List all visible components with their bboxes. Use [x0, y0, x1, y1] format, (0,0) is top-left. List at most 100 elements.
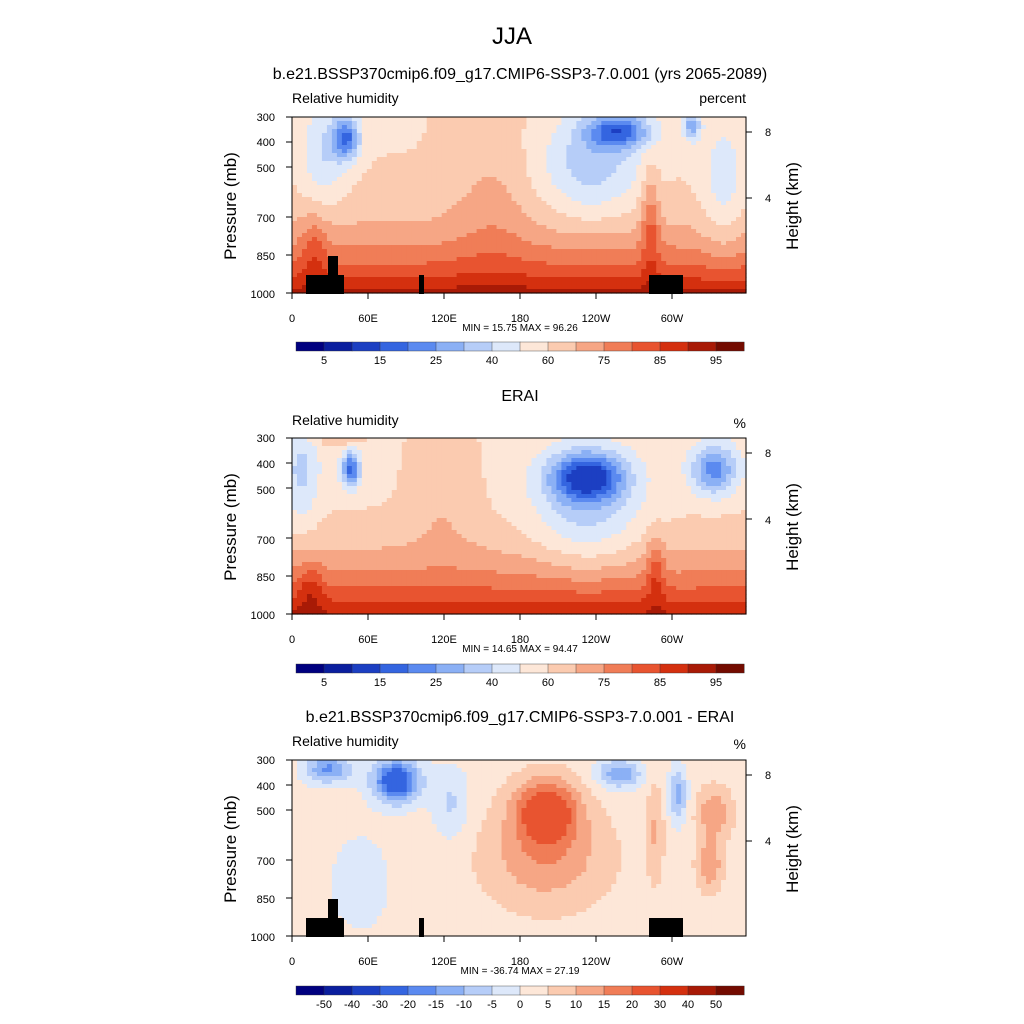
heatmap-cell: [706, 265, 712, 270]
heatmap-cell: [506, 454, 513, 459]
heatmap-cell: [376, 157, 383, 162]
heatmap-cell: [356, 281, 363, 286]
y-tick-label-right: 4: [765, 193, 771, 205]
heatmap-cell: [441, 241, 448, 246]
heatmap-cell: [461, 141, 468, 146]
heatmap-cell: [536, 213, 543, 218]
heatmap-cell: [606, 285, 612, 290]
heatmap-cell: [516, 153, 523, 158]
heatmap-cell: [701, 458, 707, 463]
heatmap-cell: [326, 253, 333, 258]
heatmap-cell: [621, 289, 627, 294]
heatmap-cell: [576, 117, 582, 122]
heatmap-cell: [586, 209, 592, 214]
heatmap-cell: [511, 285, 518, 290]
heatmap-cell: [301, 277, 308, 282]
heatmap-cell: [406, 149, 413, 154]
heatmap-cell: [476, 281, 483, 286]
heatmap-cell: [596, 446, 602, 451]
heatmap-cell: [396, 257, 403, 262]
heatmap-cell: [521, 225, 528, 230]
heatmap-cell: [621, 201, 627, 206]
heatmap-cell: [496, 269, 503, 274]
heatmap-cell: [491, 442, 498, 447]
heatmap-cell: [681, 129, 687, 134]
heatmap-cell: [356, 241, 363, 246]
heatmap-cell: [371, 438, 378, 443]
heatmap-cell: [561, 233, 567, 238]
heatmap-cell: [581, 249, 587, 254]
heatmap-cell: [381, 446, 388, 451]
heatmap-cell: [426, 446, 433, 451]
heatmap-cell: [541, 281, 548, 286]
heatmap-cell: [676, 442, 682, 447]
heatmap-cell: [396, 193, 403, 198]
heatmap-cell: [461, 269, 468, 274]
heatmap-cell: [691, 121, 697, 126]
heatmap-cell: [511, 209, 518, 214]
heatmap-cell: [536, 470, 543, 475]
heatmap-cell: [581, 253, 587, 258]
heatmap-cell: [596, 165, 602, 170]
heatmap-cell: [631, 157, 637, 162]
heatmap-cell: [681, 253, 687, 258]
heatmap-cell: [486, 149, 493, 154]
heatmap-cell: [651, 446, 657, 451]
heatmap-cell: [292, 245, 298, 250]
heatmap-cell: [396, 153, 403, 158]
heatmap-cell: [366, 125, 373, 130]
heatmap-cell: [706, 269, 712, 274]
heatmap-cell: [306, 237, 313, 242]
heatmap-cell: [556, 117, 563, 122]
heatmap-cell: [631, 173, 637, 178]
heatmap-cell: [636, 197, 642, 202]
heatmap-cell: [626, 181, 632, 186]
heatmap-cell: [436, 285, 443, 290]
heatmap-cell: [671, 153, 677, 158]
heatmap-cell: [396, 273, 403, 278]
heatmap-cell: [346, 169, 353, 174]
heatmap-cell: [556, 165, 563, 170]
heatmap-cell: [416, 201, 423, 206]
heatmap-cell: [601, 466, 607, 471]
heatmap-cell: [736, 205, 742, 210]
heatmap-cell: [316, 462, 323, 467]
heatmap-cell: [706, 157, 712, 162]
heatmap-cell: [721, 213, 727, 218]
heatmap-cell: [491, 450, 498, 455]
heatmap-cell: [321, 173, 328, 178]
heatmap-cell: [611, 137, 617, 142]
heatmap-cell: [696, 129, 702, 134]
heatmap-cell: [476, 269, 483, 274]
heatmap-cell: [521, 249, 528, 254]
heatmap-cell: [681, 165, 687, 170]
heatmap-cell: [311, 442, 318, 447]
heatmap-cell: [471, 201, 478, 206]
heatmap-cell: [646, 450, 652, 455]
heatmap-cell: [736, 454, 742, 459]
heatmap-cell: [716, 121, 722, 126]
heatmap-cell: [556, 458, 563, 463]
heatmap-cell: [476, 201, 483, 206]
heatmap-cell: [566, 169, 572, 174]
heatmap-cell: [351, 121, 358, 126]
heatmap-cell: [376, 177, 383, 182]
heatmap-cell: [431, 225, 438, 230]
heatmap-cell: [431, 161, 438, 166]
heatmap-cell: [481, 129, 488, 134]
heatmap-cell: [486, 129, 493, 134]
heatmap-cell: [701, 181, 707, 186]
heatmap-cell: [571, 149, 577, 154]
heatmap-cell: [486, 466, 493, 471]
heatmap-cell: [681, 221, 687, 226]
heatmap-cell: [331, 205, 338, 210]
heatmap-cell: [491, 157, 498, 162]
heatmap-cell: [531, 197, 538, 202]
heatmap-cell: [416, 169, 423, 174]
heatmap-cell: [486, 273, 493, 278]
heatmap-cell: [386, 117, 393, 122]
heatmap-cell: [296, 462, 303, 467]
heatmap-cell: [516, 474, 523, 479]
heatmap-cell: [426, 201, 433, 206]
heatmap-cell: [711, 173, 717, 178]
